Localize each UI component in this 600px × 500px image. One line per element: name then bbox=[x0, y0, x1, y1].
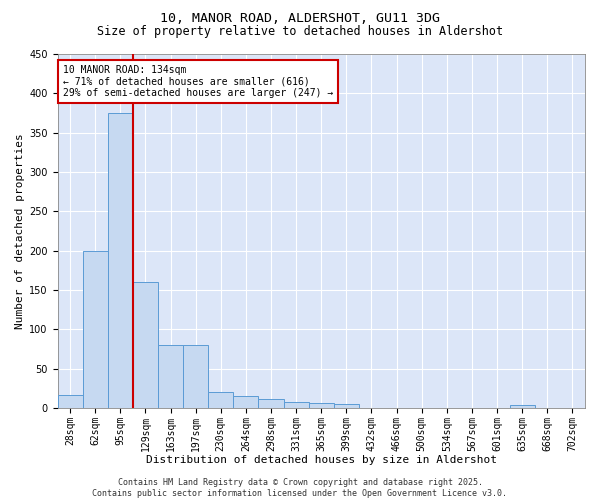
Bar bbox=[259, 398, 284, 408]
Bar bbox=[334, 404, 359, 408]
Text: Contains HM Land Registry data © Crown copyright and database right 2025.
Contai: Contains HM Land Registry data © Crown c… bbox=[92, 478, 508, 498]
Bar bbox=[308, 403, 334, 408]
Bar bbox=[58, 394, 83, 408]
Bar bbox=[83, 250, 108, 408]
Bar bbox=[108, 113, 133, 408]
Text: Size of property relative to detached houses in Aldershot: Size of property relative to detached ho… bbox=[97, 25, 503, 38]
Text: 10, MANOR ROAD, ALDERSHOT, GU11 3DG: 10, MANOR ROAD, ALDERSHOT, GU11 3DG bbox=[160, 12, 440, 26]
Bar bbox=[509, 405, 535, 408]
Bar bbox=[158, 345, 183, 408]
Y-axis label: Number of detached properties: Number of detached properties bbox=[15, 133, 25, 329]
Bar bbox=[133, 282, 158, 408]
X-axis label: Distribution of detached houses by size in Aldershot: Distribution of detached houses by size … bbox=[146, 455, 497, 465]
Text: 10 MANOR ROAD: 134sqm
← 71% of detached houses are smaller (616)
29% of semi-det: 10 MANOR ROAD: 134sqm ← 71% of detached … bbox=[63, 64, 333, 98]
Bar bbox=[233, 396, 259, 408]
Bar bbox=[183, 345, 208, 408]
Bar bbox=[284, 402, 308, 408]
Bar bbox=[208, 392, 233, 408]
